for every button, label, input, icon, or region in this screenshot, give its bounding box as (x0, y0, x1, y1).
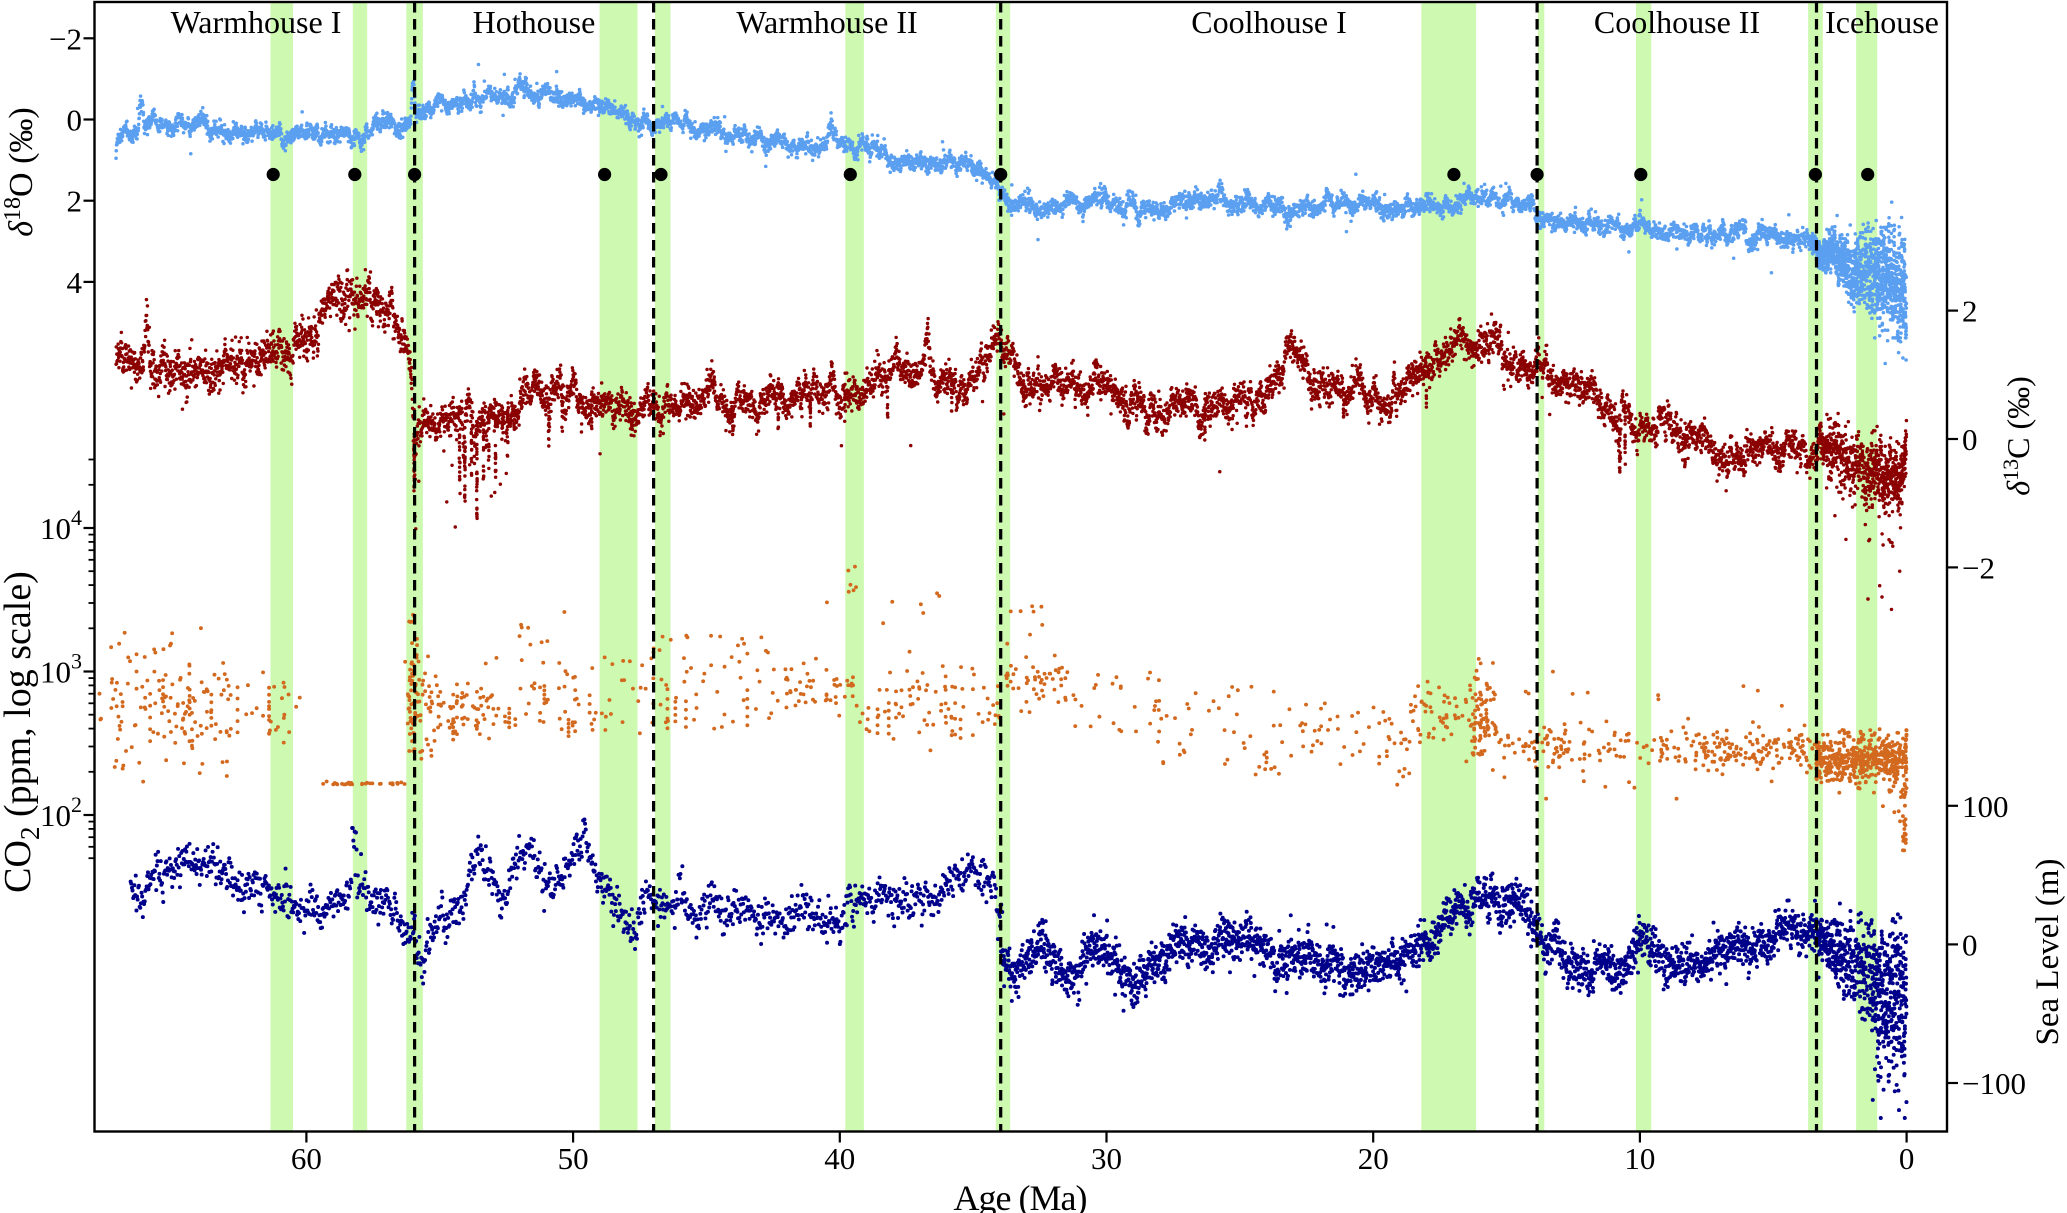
svg-text:0: 0 (1962, 422, 1978, 457)
svg-text:Warmhouse I: Warmhouse I (171, 4, 342, 40)
svg-text:0: 0 (1899, 1141, 1915, 1176)
svg-text:Hothouse: Hothouse (473, 4, 596, 40)
svg-text:60: 60 (291, 1141, 322, 1176)
svg-text:0: 0 (67, 103, 83, 138)
svg-text:−2: −2 (49, 21, 82, 56)
svg-text:2: 2 (67, 184, 83, 219)
svg-text:50: 50 (558, 1141, 589, 1176)
svg-text:2: 2 (1962, 294, 1978, 329)
svg-text:δ13C (‰): δ13C (‰) (1998, 376, 2036, 496)
svg-text:30: 30 (1091, 1141, 1122, 1176)
svg-text:0: 0 (1962, 927, 1978, 962)
svg-text:10: 10 (1624, 1141, 1655, 1176)
svg-text:Coolhouse I: Coolhouse I (1191, 4, 1347, 40)
svg-text:Icehouse: Icehouse (1825, 4, 1939, 40)
svg-text:100: 100 (1962, 789, 2009, 824)
svg-text:4: 4 (67, 265, 83, 300)
svg-text:Sea Level (m): Sea Level (m) (2030, 859, 2066, 1046)
svg-text:−2: −2 (1962, 550, 1995, 585)
svg-text:40: 40 (824, 1141, 855, 1176)
svg-text:Warmhouse II: Warmhouse II (736, 4, 917, 40)
svg-text:−100: −100 (1962, 1066, 2026, 1101)
svg-text:δ18O (‰): δ18O (‰) (0, 107, 40, 237)
svg-text:Age (Ma): Age (Ma) (954, 1178, 1087, 1213)
svg-text:20: 20 (1358, 1141, 1389, 1176)
svg-text:Coolhouse II: Coolhouse II (1594, 4, 1760, 40)
svg-text:CO2 (ppm, log scale): CO2 (ppm, log scale) (0, 571, 45, 893)
